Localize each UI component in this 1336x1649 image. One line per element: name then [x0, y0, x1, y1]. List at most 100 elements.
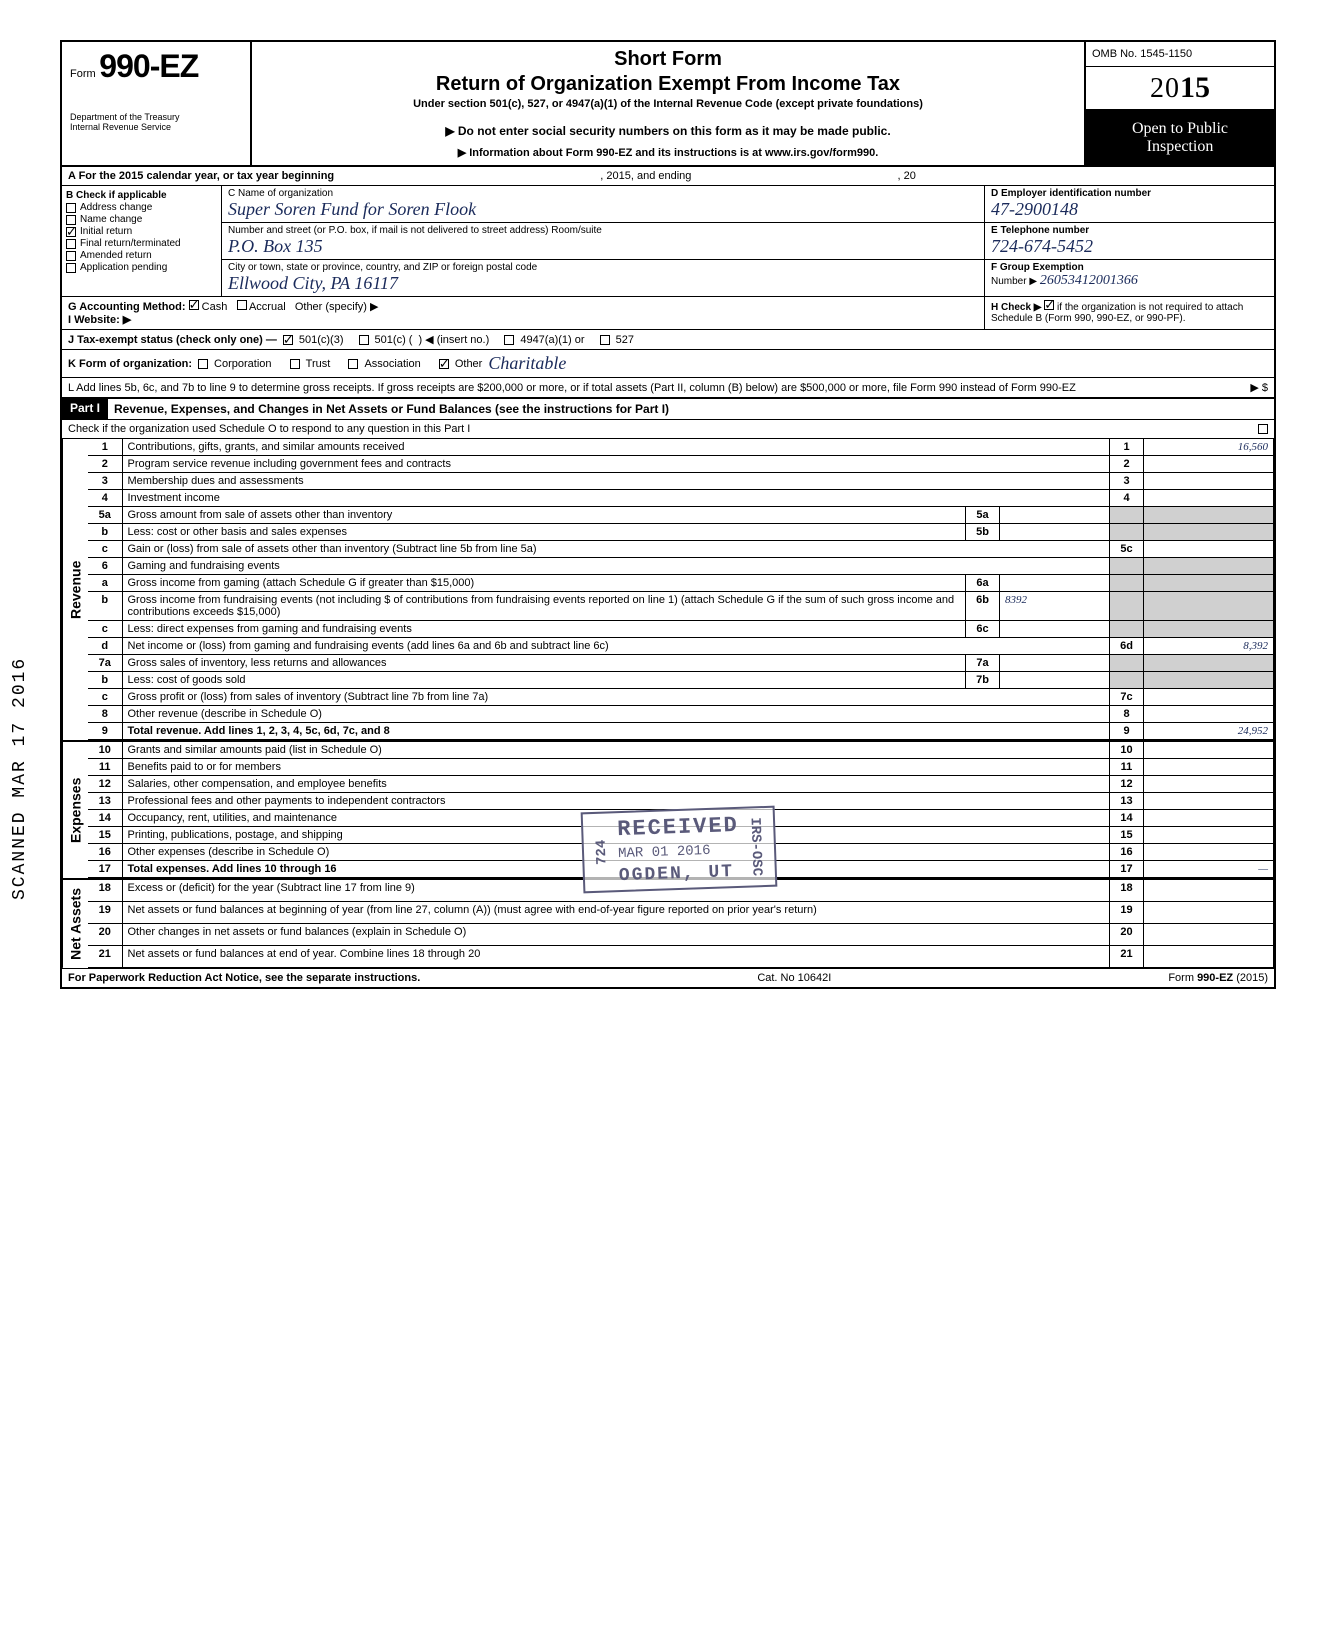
org-city-label: City or town, state or province, country… [228, 262, 978, 273]
check-assoc[interactable] [348, 359, 358, 369]
check-501c3[interactable] [283, 335, 293, 345]
line-number: c [88, 541, 122, 558]
amt-number-shaded [1110, 655, 1144, 672]
line-desc: Other revenue (describe in Schedule O) [122, 706, 1110, 723]
check-4947[interactable] [504, 335, 514, 345]
amt-number: 9 [1110, 723, 1144, 740]
stamp-received-text: RECEIVED [617, 813, 739, 842]
check-name-change[interactable]: Name change [66, 214, 217, 225]
amt-value [1144, 456, 1274, 473]
other-label: Other (specify) ▶ [295, 301, 379, 313]
line-desc: Less: cost or other basis and sales expe… [122, 524, 966, 541]
entity-block: B Check if applicable Address change Nam… [62, 186, 1274, 297]
line-number: c [88, 621, 122, 638]
amt-value [1144, 880, 1274, 901]
table-row: 1Contributions, gifts, grants, and simil… [88, 439, 1274, 456]
amt-shaded [1144, 507, 1274, 524]
amt-number: 14 [1110, 810, 1144, 827]
amt-value [1144, 689, 1274, 706]
opt-assoc: Association [364, 358, 420, 370]
check-initial-return[interactable]: Initial return [66, 226, 217, 237]
form-990ez: Form 990-EZ Department of the Treasury I… [60, 40, 1276, 989]
line-number: 13 [88, 793, 122, 810]
amt-value [1144, 901, 1274, 923]
line-desc: Gross income from fundraising events (no… [122, 592, 966, 621]
line-number: 1 [88, 439, 122, 456]
check-app-pending[interactable]: Application pending [66, 262, 217, 273]
table-row: 6Gaming and fundraising events [88, 558, 1274, 575]
org-street-row: Number and street (or P.O. box, if mail … [222, 223, 984, 260]
table-row: 19Net assets or fund balances at beginni… [88, 901, 1274, 923]
row-l: L Add lines 5b, 6c, and 7b to line 9 to … [62, 378, 1274, 399]
scanned-stamp: SCANNED MAR 17 2016 [10, 657, 30, 900]
check-label: Address change [80, 202, 152, 213]
received-stamp: 724 RECEIVED MAR 01 2016 OGDEN, UT IRS-O… [581, 806, 777, 894]
netassets-table: 18Excess or (deficit) for the year (Subt… [88, 880, 1274, 968]
sub-number: 7b [966, 672, 1000, 689]
line-number: 11 [88, 759, 122, 776]
line-number: 20 [88, 923, 122, 945]
check-accrual[interactable] [237, 300, 247, 310]
amt-value: 8,392 [1144, 638, 1274, 655]
check-final-return[interactable]: Final return/terminated [66, 238, 217, 249]
line-number: 8 [88, 706, 122, 723]
sub-number: 7a [966, 655, 1000, 672]
table-row: 13Professional fees and other payments t… [88, 793, 1274, 810]
revenue-section: Revenue 1Contributions, gifts, grants, a… [62, 439, 1274, 742]
amt-shaded [1144, 524, 1274, 541]
year-prefix: 20 [1150, 73, 1180, 104]
table-row: cLess: direct expenses from gaming and f… [88, 621, 1274, 638]
year-suffix: 15 [1180, 71, 1210, 104]
open-public-1: Open to Public [1088, 120, 1272, 138]
check-schedule-b[interactable] [1044, 300, 1054, 310]
line-desc: Salaries, other compensation, and employ… [122, 776, 1110, 793]
check-schedule-o[interactable] [1258, 424, 1268, 434]
form-header: Form 990-EZ Department of the Treasury I… [62, 42, 1274, 167]
col-b-header: B Check if applicable [66, 190, 217, 201]
sub-number: 5a [966, 507, 1000, 524]
group-exemption-row: F Group Exemption Number ▶ 2605341200136… [985, 260, 1274, 291]
sub-amount [1000, 524, 1110, 541]
check-cash[interactable] [189, 300, 199, 310]
header-left: Form 990-EZ Department of the Treasury I… [62, 42, 252, 165]
amt-number-shaded [1110, 592, 1144, 621]
sub-amount [1000, 655, 1110, 672]
row-a-mid: , 2015, and ending [600, 170, 691, 182]
check-corp[interactable] [198, 359, 208, 369]
phone-value: 724-674-5452 [991, 236, 1268, 257]
check-other[interactable] [439, 359, 449, 369]
row-g: G Accounting Method: Cash Accrual Other … [62, 297, 984, 329]
org-street-label: Number and street (or P.O. box, if mail … [228, 225, 978, 236]
line-number: 10 [88, 742, 122, 759]
amt-number-shaded [1110, 524, 1144, 541]
check-address-change[interactable]: Address change [66, 202, 217, 213]
sub-number: 6b [966, 592, 1000, 621]
table-row: 7aGross sales of inventory, less returns… [88, 655, 1274, 672]
check-label: Final return/terminated [80, 238, 181, 249]
check-501c[interactable] [359, 335, 369, 345]
amt-number: 17 [1110, 861, 1144, 878]
footer-left: For Paperwork Reduction Act Notice, see … [68, 972, 420, 984]
check-trust[interactable] [290, 359, 300, 369]
check-527[interactable] [600, 335, 610, 345]
form-footer: For Paperwork Reduction Act Notice, see … [62, 969, 1274, 987]
row-l-arrow: ▶ $ [1250, 381, 1268, 394]
line-desc: Other changes in net assets or fund bala… [122, 923, 1110, 945]
check-amended[interactable]: Amended return [66, 250, 217, 261]
amt-number: 16 [1110, 844, 1144, 861]
line-desc: Gross income from gaming (attach Schedul… [122, 575, 966, 592]
line-desc: Less: cost of goods sold [122, 672, 966, 689]
table-row: 10Grants and similar amounts paid (list … [88, 742, 1274, 759]
org-street-value: P.O. Box 135 [228, 236, 978, 257]
amt-value [1144, 490, 1274, 507]
table-row: cGross profit or (loss) from sales of in… [88, 689, 1274, 706]
line-number: 6 [88, 558, 122, 575]
line-number: 16 [88, 844, 122, 861]
part1-header-row: Part I Revenue, Expenses, and Changes in… [62, 399, 1274, 420]
row-a-left: A For the 2015 calendar year, or tax yea… [68, 170, 334, 182]
amt-number: 13 [1110, 793, 1144, 810]
table-row: cGain or (loss) from sale of assets othe… [88, 541, 1274, 558]
footer-right: Form 990-EZ (2015) [1168, 972, 1268, 984]
other-value: Charitable [488, 353, 566, 374]
cash-label: Cash [202, 301, 228, 313]
